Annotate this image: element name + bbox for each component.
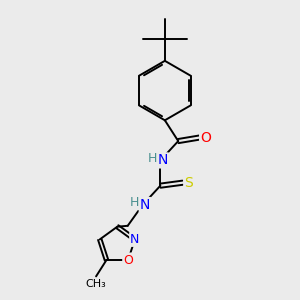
Text: S: S	[184, 176, 193, 190]
Text: H: H	[130, 196, 139, 209]
Text: N: N	[130, 233, 140, 246]
Text: N: N	[158, 153, 168, 167]
Text: N: N	[140, 198, 150, 212]
Text: H: H	[147, 152, 157, 164]
Text: O: O	[200, 130, 211, 145]
Text: CH₃: CH₃	[86, 279, 106, 289]
Text: O: O	[123, 254, 133, 266]
